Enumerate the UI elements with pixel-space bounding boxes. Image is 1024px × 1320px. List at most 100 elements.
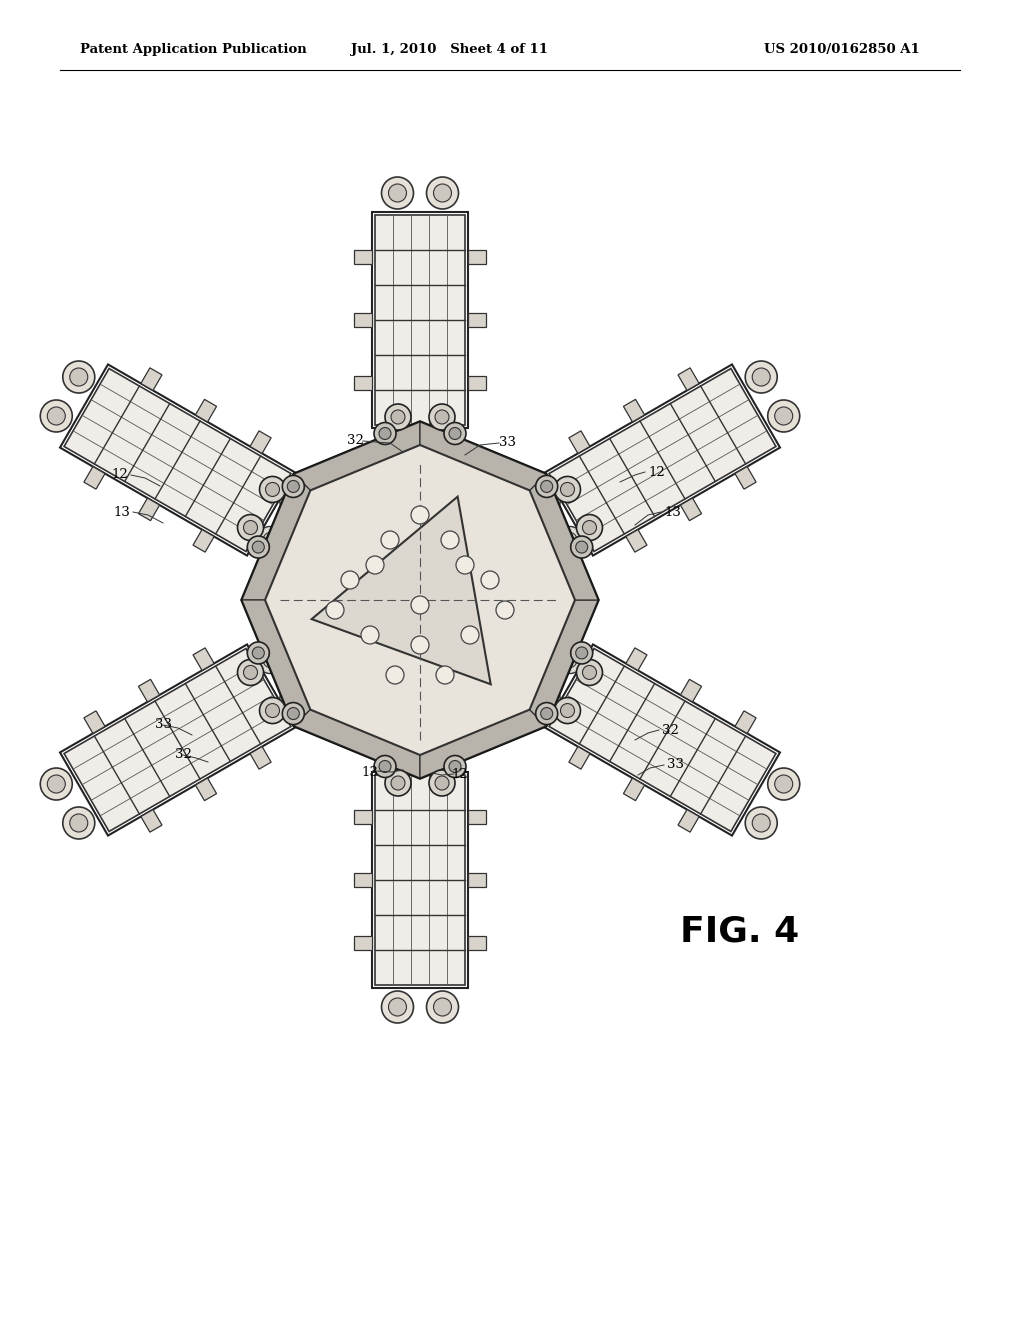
- Polygon shape: [193, 648, 214, 671]
- Polygon shape: [65, 648, 291, 832]
- Circle shape: [283, 702, 304, 725]
- Text: 12: 12: [452, 768, 468, 781]
- Polygon shape: [375, 215, 465, 425]
- Circle shape: [390, 752, 404, 767]
- Circle shape: [381, 531, 399, 549]
- Circle shape: [433, 998, 452, 1016]
- Circle shape: [536, 702, 558, 725]
- Circle shape: [436, 667, 454, 684]
- Circle shape: [753, 368, 770, 385]
- Polygon shape: [65, 368, 291, 552]
- Circle shape: [366, 556, 384, 574]
- Polygon shape: [420, 710, 546, 777]
- Circle shape: [435, 411, 449, 424]
- Circle shape: [444, 755, 466, 777]
- Circle shape: [541, 708, 553, 719]
- Circle shape: [570, 536, 593, 558]
- Circle shape: [283, 475, 304, 498]
- Polygon shape: [468, 249, 486, 264]
- Polygon shape: [354, 376, 372, 389]
- Circle shape: [259, 697, 286, 723]
- Polygon shape: [680, 498, 701, 520]
- Circle shape: [386, 667, 404, 684]
- Circle shape: [449, 428, 461, 440]
- Polygon shape: [375, 775, 465, 985]
- Polygon shape: [250, 747, 271, 770]
- Circle shape: [535, 487, 560, 513]
- Circle shape: [411, 636, 429, 653]
- Circle shape: [382, 991, 414, 1023]
- Polygon shape: [242, 474, 310, 601]
- Polygon shape: [265, 445, 575, 755]
- Polygon shape: [354, 249, 372, 264]
- Polygon shape: [569, 430, 590, 454]
- Polygon shape: [624, 400, 644, 422]
- Circle shape: [461, 626, 479, 644]
- Circle shape: [541, 480, 553, 492]
- Circle shape: [411, 506, 429, 524]
- Circle shape: [280, 686, 306, 713]
- Polygon shape: [84, 711, 105, 734]
- Circle shape: [288, 708, 299, 719]
- Circle shape: [391, 411, 406, 424]
- Circle shape: [435, 776, 449, 789]
- Text: 32: 32: [662, 723, 679, 737]
- Polygon shape: [138, 680, 160, 702]
- Circle shape: [326, 601, 344, 619]
- Circle shape: [411, 597, 429, 614]
- Text: 32: 32: [346, 433, 364, 446]
- Circle shape: [535, 686, 560, 713]
- Polygon shape: [84, 466, 105, 490]
- Circle shape: [47, 407, 66, 425]
- Polygon shape: [242, 422, 598, 777]
- Circle shape: [286, 494, 300, 507]
- Circle shape: [384, 426, 411, 453]
- Polygon shape: [735, 466, 756, 490]
- Circle shape: [257, 648, 284, 673]
- Text: 33: 33: [499, 436, 515, 449]
- Circle shape: [775, 775, 793, 793]
- Circle shape: [244, 520, 257, 535]
- Polygon shape: [420, 422, 546, 491]
- Polygon shape: [311, 496, 490, 684]
- Text: 12: 12: [648, 466, 665, 479]
- Polygon shape: [294, 710, 420, 777]
- Circle shape: [70, 814, 88, 832]
- Circle shape: [388, 998, 407, 1016]
- Circle shape: [263, 532, 278, 546]
- Circle shape: [435, 752, 450, 767]
- Polygon shape: [680, 680, 701, 702]
- Text: 33: 33: [155, 718, 172, 731]
- Circle shape: [429, 426, 456, 453]
- Polygon shape: [468, 313, 486, 327]
- Circle shape: [557, 527, 583, 553]
- Text: FIG. 4: FIG. 4: [680, 915, 800, 949]
- Circle shape: [265, 704, 280, 718]
- Polygon shape: [678, 809, 699, 832]
- Circle shape: [560, 482, 574, 496]
- Text: US 2010/0162850 A1: US 2010/0162850 A1: [764, 44, 920, 57]
- Polygon shape: [196, 777, 216, 801]
- Circle shape: [382, 177, 414, 209]
- Circle shape: [768, 768, 800, 800]
- Circle shape: [583, 665, 597, 680]
- Polygon shape: [468, 936, 486, 950]
- Circle shape: [391, 776, 406, 789]
- Text: 12: 12: [112, 469, 128, 482]
- Circle shape: [288, 480, 299, 492]
- Circle shape: [570, 642, 593, 664]
- Circle shape: [259, 477, 286, 503]
- Circle shape: [541, 494, 554, 507]
- Circle shape: [70, 368, 88, 385]
- Circle shape: [252, 647, 264, 659]
- Text: 13: 13: [664, 506, 681, 519]
- Circle shape: [62, 807, 95, 840]
- Circle shape: [62, 360, 95, 393]
- Text: Patent Application Publication: Patent Application Publication: [80, 44, 307, 57]
- Circle shape: [583, 520, 597, 535]
- Circle shape: [265, 482, 280, 496]
- Circle shape: [563, 653, 577, 668]
- Polygon shape: [354, 873, 372, 887]
- Circle shape: [361, 626, 379, 644]
- Polygon shape: [141, 809, 162, 832]
